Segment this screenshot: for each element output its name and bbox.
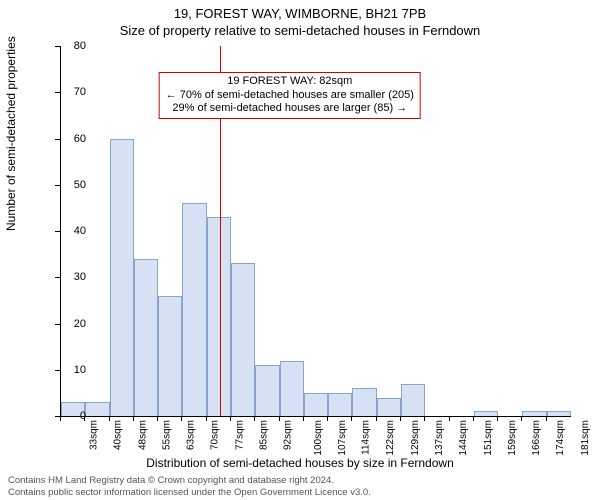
y-tick-mark — [55, 324, 60, 325]
x-tick-mark — [400, 416, 401, 421]
annotation-line: 19 FOREST WAY: 82sqm — [166, 75, 414, 89]
page-subtitle: Size of property relative to semi-detach… — [0, 23, 600, 38]
x-tick-mark — [60, 416, 61, 421]
x-tick-mark — [449, 416, 450, 421]
x-tick-label: 63sqm — [186, 420, 197, 450]
y-tick-label: 20 — [46, 318, 86, 330]
histogram-bar — [522, 411, 546, 416]
x-tick-label: 40sqm — [113, 420, 124, 450]
histogram-bar — [255, 365, 279, 416]
y-tick-mark — [55, 370, 60, 371]
x-tick-label: 70sqm — [210, 420, 221, 450]
histogram-bar — [231, 263, 255, 416]
x-tick-label: 159sqm — [507, 420, 518, 456]
x-tick-mark — [303, 416, 304, 421]
histogram-bar — [547, 411, 571, 416]
x-tick-label: 48sqm — [137, 420, 148, 450]
x-tick-mark — [521, 416, 522, 421]
y-tick-label: 40 — [46, 225, 86, 237]
y-tick-mark — [55, 46, 60, 47]
y-tick-label: 50 — [46, 179, 86, 191]
y-tick-label: 60 — [46, 133, 86, 145]
x-axis-label: Distribution of semi-detached houses by … — [0, 456, 600, 470]
property-annotation-box: 19 FOREST WAY: 82sqm ← 70% of semi-detac… — [159, 72, 421, 119]
histogram-bar — [110, 139, 134, 417]
attribution-footer: Contains HM Land Registry data © Crown c… — [8, 475, 592, 498]
x-tick-mark — [279, 416, 280, 421]
x-tick-label: 122sqm — [386, 420, 397, 456]
x-tick-mark — [181, 416, 182, 421]
histogram-bar — [377, 398, 401, 417]
x-tick-label: 174sqm — [556, 420, 567, 456]
y-tick-mark — [55, 139, 60, 140]
x-tick-label: 85sqm — [259, 420, 270, 450]
y-axis-label: Number of semi-detached properties — [4, 36, 18, 231]
x-tick-mark — [327, 416, 328, 421]
chart-plot-area: 19 FOREST WAY: 82sqm ← 70% of semi-detac… — [60, 46, 571, 417]
histogram-bar — [85, 402, 109, 416]
annotation-line: 29% of semi-detached houses are larger (… — [166, 102, 414, 116]
x-tick-mark — [157, 416, 158, 421]
y-tick-mark — [55, 185, 60, 186]
x-tick-label: 100sqm — [313, 420, 324, 456]
histogram-bar — [352, 388, 376, 416]
y-tick-mark — [55, 231, 60, 232]
y-tick-label: 10 — [46, 364, 86, 376]
x-tick-mark — [424, 416, 425, 421]
histogram-bar — [401, 384, 425, 416]
histogram-bar — [134, 259, 158, 416]
x-tick-mark — [109, 416, 110, 421]
histogram-bar — [280, 361, 304, 417]
histogram-bar — [328, 393, 352, 416]
x-tick-label: 137sqm — [434, 420, 445, 456]
x-tick-label: 129sqm — [410, 420, 421, 456]
histogram-bar — [304, 393, 328, 416]
x-tick-mark — [230, 416, 231, 421]
y-tick-label: 0 — [46, 410, 86, 422]
x-tick-label: 144sqm — [458, 420, 469, 456]
y-tick-label: 30 — [46, 271, 86, 283]
x-tick-label: 77sqm — [234, 420, 245, 450]
x-tick-label: 114sqm — [360, 420, 371, 455]
x-tick-mark — [473, 416, 474, 421]
footer-line: Contains public sector information licen… — [8, 487, 592, 498]
x-tick-mark — [497, 416, 498, 421]
y-tick-label: 70 — [46, 86, 86, 98]
x-tick-mark — [546, 416, 547, 421]
x-tick-mark — [351, 416, 352, 421]
histogram-bar — [474, 411, 498, 416]
x-tick-label: 151sqm — [483, 420, 494, 456]
x-tick-mark — [133, 416, 134, 421]
x-tick-mark — [84, 416, 85, 421]
x-tick-label: 55sqm — [161, 420, 172, 450]
x-tick-label: 33sqm — [89, 420, 100, 450]
histogram-bar — [158, 296, 182, 416]
histogram-bar — [182, 203, 206, 416]
x-tick-mark — [376, 416, 377, 421]
y-tick-mark — [55, 277, 60, 278]
x-tick-label: 166sqm — [531, 420, 542, 456]
x-tick-mark — [254, 416, 255, 421]
footer-line: Contains HM Land Registry data © Crown c… — [8, 475, 592, 486]
x-tick-mark — [206, 416, 207, 421]
x-tick-label: 92sqm — [283, 420, 294, 450]
y-tick-label: 80 — [46, 40, 86, 52]
page-title: 19, FOREST WAY, WIMBORNE, BH21 7PB — [0, 6, 600, 21]
y-tick-mark — [55, 92, 60, 93]
x-tick-label: 107sqm — [337, 420, 348, 456]
x-tick-label: 181sqm — [580, 420, 591, 456]
annotation-line: ← 70% of semi-detached houses are smalle… — [166, 89, 414, 103]
